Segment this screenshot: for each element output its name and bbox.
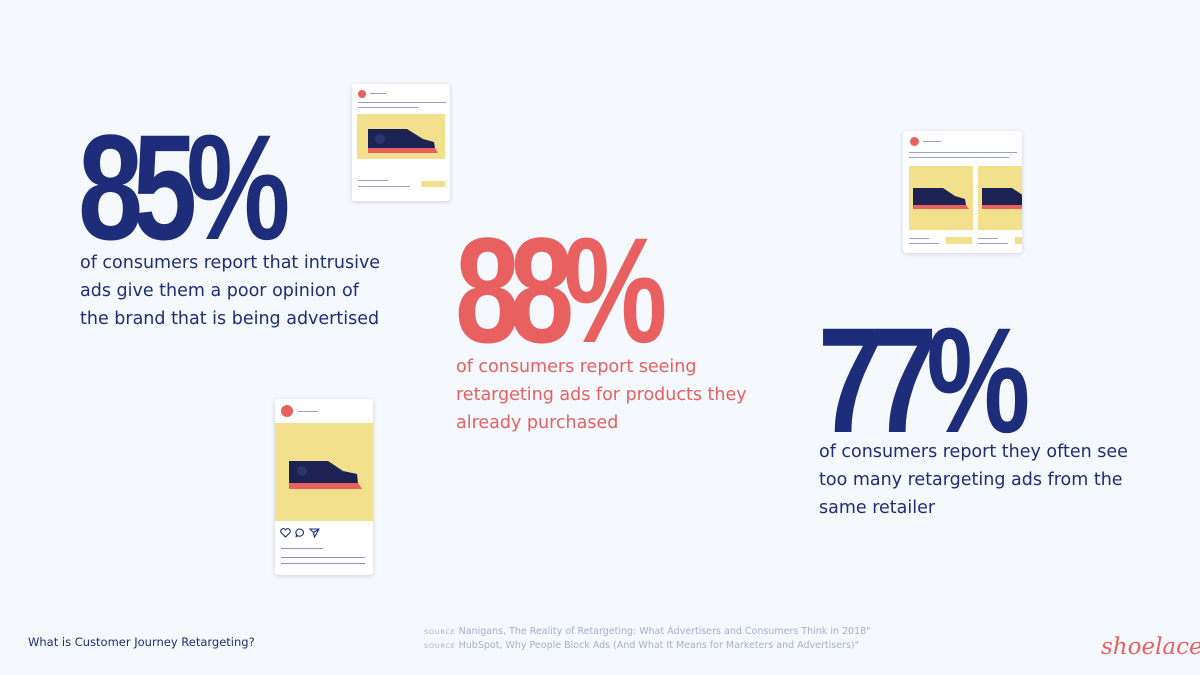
- text-line: [358, 102, 446, 103]
- desc-line: ads give them a poor opinion of: [80, 281, 359, 301]
- share-icon: [309, 528, 320, 538]
- desc-line: already purchased: [456, 413, 619, 433]
- ad-image: [275, 423, 373, 521]
- desc-line: the brand that is being advertised: [80, 309, 380, 329]
- caption-line: [358, 186, 410, 187]
- heart-icon: [280, 528, 291, 538]
- caption-line: [281, 548, 323, 549]
- caption-line: [281, 557, 365, 558]
- text-line: [909, 152, 1017, 153]
- caption-line: [909, 238, 929, 239]
- stat-77-description: of consumers report they often see too m…: [819, 438, 1128, 522]
- avatar: [281, 405, 293, 417]
- ad-card-carousel: [903, 131, 1022, 253]
- shoelace-logo: shoelace: [1101, 634, 1200, 660]
- avatar: [910, 137, 919, 146]
- source-tag: SOURCE: [424, 628, 456, 636]
- shoe-icon: [289, 461, 362, 489]
- username-line: [923, 141, 941, 142]
- text-line: [909, 157, 1009, 158]
- cta-button: [1015, 237, 1022, 244]
- username-line: [370, 93, 386, 94]
- caption-line: [978, 243, 1008, 244]
- sources: SOURCE Nanigans, The Reality of Retargeti…: [424, 625, 871, 653]
- caption-line: [909, 243, 939, 244]
- carousel-image-2: [978, 166, 1022, 230]
- stat-77-value: 77%: [818, 296, 1030, 464]
- shoe-icon: [982, 188, 1022, 209]
- presentation-title: What is Customer Journey Retargeting?: [28, 635, 255, 649]
- source-tag: SOURCE: [424, 642, 456, 650]
- source-text: Nanigans, The Reality of Retargeting: Wh…: [458, 626, 871, 637]
- text-line: [358, 107, 418, 108]
- ad-card-post: [275, 399, 373, 575]
- desc-line: same retailer: [819, 498, 936, 518]
- stat-88-value: 88%: [455, 206, 667, 374]
- source-line: SOURCE Nanigans, The Reality of Retargeti…: [424, 625, 871, 639]
- carousel-image-1: [909, 166, 973, 230]
- desc-line: of consumers report that intrusive: [80, 253, 381, 273]
- caption-line: [281, 563, 365, 564]
- source-text: HubSpot, Why People Block Ads (And What …: [458, 640, 859, 651]
- comment-icon: [295, 528, 304, 538]
- shoe-icon: [368, 129, 438, 153]
- caption-line: [358, 180, 388, 181]
- desc-line: too many retargeting ads from the: [819, 470, 1123, 490]
- avatar: [358, 90, 366, 98]
- cta-button: [946, 237, 972, 244]
- desc-line: of consumers report they often see: [819, 442, 1128, 462]
- ad-card-small: [352, 84, 450, 201]
- stat-85-description: of consumers report that intrusive ads g…: [80, 249, 380, 333]
- desc-line: retargeting ads for products they: [456, 385, 747, 405]
- stat-88-description: of consumers report seeing retargeting a…: [456, 353, 747, 437]
- ad-image: [357, 114, 445, 159]
- desc-line: of consumers report seeing: [456, 357, 697, 377]
- source-line: SOURCE HubSpot, Why People Block Ads (And…: [424, 639, 871, 653]
- caption-line: [978, 238, 998, 239]
- username-line: [298, 411, 318, 412]
- shoe-icon: [913, 188, 969, 209]
- cta-button: [421, 181, 445, 187]
- stat-85-value: 85%: [78, 103, 290, 271]
